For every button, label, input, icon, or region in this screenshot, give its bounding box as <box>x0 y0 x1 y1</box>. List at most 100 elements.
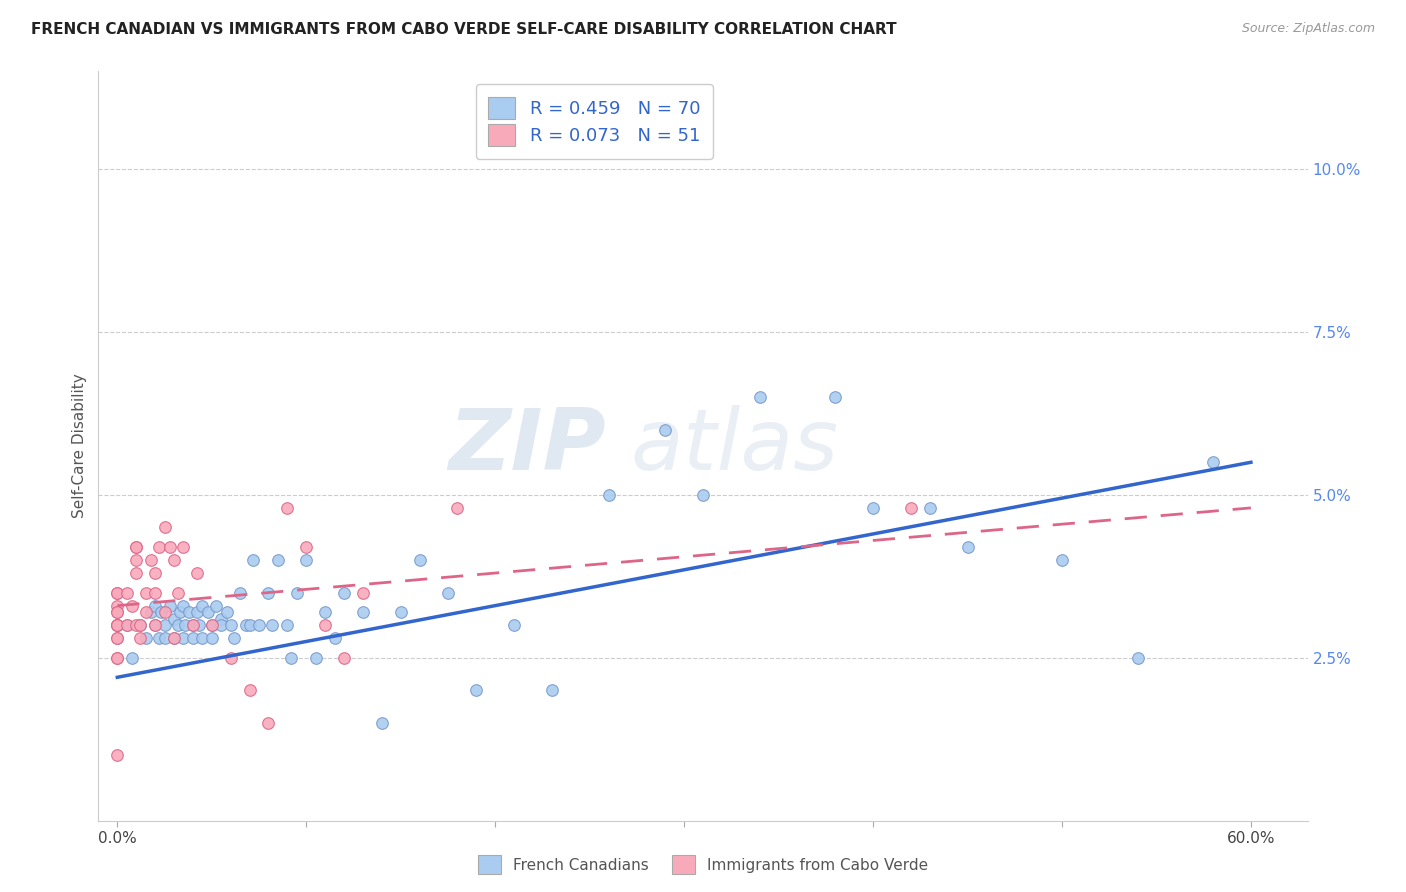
Point <box>215 605 238 619</box>
Point <box>257 715 280 730</box>
Legend: R = 0.459   N = 70, R = 0.073   N = 51: R = 0.459 N = 70, R = 0.073 N = 51 <box>475 84 713 159</box>
Point <box>408 553 430 567</box>
Point <box>280 650 302 665</box>
Point <box>201 618 224 632</box>
Point <box>115 618 138 632</box>
Point <box>172 599 194 613</box>
Point <box>105 650 128 665</box>
Point <box>105 605 128 619</box>
Point <box>153 520 176 534</box>
Point <box>654 423 676 437</box>
Point <box>153 618 176 632</box>
Point <box>314 605 336 619</box>
Point <box>352 585 374 599</box>
Point <box>105 605 128 619</box>
Point <box>125 553 148 567</box>
Point <box>262 618 284 632</box>
Point <box>181 618 204 632</box>
Point <box>172 540 194 554</box>
Point <box>163 631 186 645</box>
Point <box>219 650 242 665</box>
Point <box>181 631 204 645</box>
Point <box>105 631 128 645</box>
Point <box>159 540 181 554</box>
Point <box>186 605 208 619</box>
Point <box>540 683 562 698</box>
Point <box>148 540 170 554</box>
Point <box>105 618 128 632</box>
Point <box>135 605 157 619</box>
Legend: French Canadians, Immigrants from Cabo Verde: French Canadians, Immigrants from Cabo V… <box>472 849 934 880</box>
Point <box>187 618 209 632</box>
Point <box>862 500 884 515</box>
Point <box>276 618 298 632</box>
Point <box>166 618 188 632</box>
Point <box>129 618 152 632</box>
Point <box>247 618 270 632</box>
Point <box>257 585 280 599</box>
Point <box>204 599 226 613</box>
Point <box>201 618 224 632</box>
Point <box>1126 650 1149 665</box>
Point <box>143 599 166 613</box>
Point <box>503 618 526 632</box>
Text: Source: ZipAtlas.com: Source: ZipAtlas.com <box>1241 22 1375 36</box>
Point <box>169 605 191 619</box>
Point <box>285 585 308 599</box>
Point <box>105 599 128 613</box>
Point <box>333 585 356 599</box>
Point <box>323 631 346 645</box>
Point <box>748 390 770 404</box>
Point <box>105 748 128 763</box>
Point <box>129 631 152 645</box>
Point <box>143 585 166 599</box>
Point <box>105 618 128 632</box>
Point <box>105 618 128 632</box>
Point <box>1202 455 1225 469</box>
Point <box>201 631 224 645</box>
Point <box>105 585 128 599</box>
Point <box>163 553 186 567</box>
Point <box>1050 553 1073 567</box>
Point <box>105 618 128 632</box>
Point <box>153 605 176 619</box>
Text: ZIP: ZIP <box>449 404 606 488</box>
Text: FRENCH CANADIAN VS IMMIGRANTS FROM CABO VERDE SELF-CARE DISABILITY CORRELATION C: FRENCH CANADIAN VS IMMIGRANTS FROM CABO … <box>31 22 897 37</box>
Point <box>121 599 143 613</box>
Point <box>105 585 128 599</box>
Point <box>295 553 318 567</box>
Point <box>143 618 166 632</box>
Point <box>900 500 922 515</box>
Point <box>141 605 163 619</box>
Point <box>141 553 163 567</box>
Point <box>129 618 152 632</box>
Point <box>239 618 262 632</box>
Point <box>465 683 488 698</box>
Point <box>172 631 194 645</box>
Point <box>956 540 979 554</box>
Point <box>197 605 219 619</box>
Point <box>389 605 412 619</box>
Point <box>163 631 186 645</box>
Point <box>125 618 148 632</box>
Point <box>148 631 170 645</box>
Point <box>305 650 328 665</box>
Point <box>224 631 246 645</box>
Point <box>163 612 186 626</box>
Point <box>181 618 204 632</box>
Point <box>242 553 264 567</box>
Point <box>153 631 176 645</box>
Point <box>219 618 242 632</box>
Point <box>143 566 166 580</box>
Point <box>149 605 172 619</box>
Text: atlas: atlas <box>630 404 838 488</box>
Point <box>115 618 138 632</box>
Point <box>174 618 197 632</box>
Point <box>239 683 262 698</box>
Point <box>159 599 181 613</box>
Point <box>598 488 620 502</box>
Point <box>235 618 257 632</box>
Point <box>209 612 232 626</box>
Y-axis label: Self-Care Disability: Self-Care Disability <box>72 374 87 518</box>
Point <box>209 618 232 632</box>
